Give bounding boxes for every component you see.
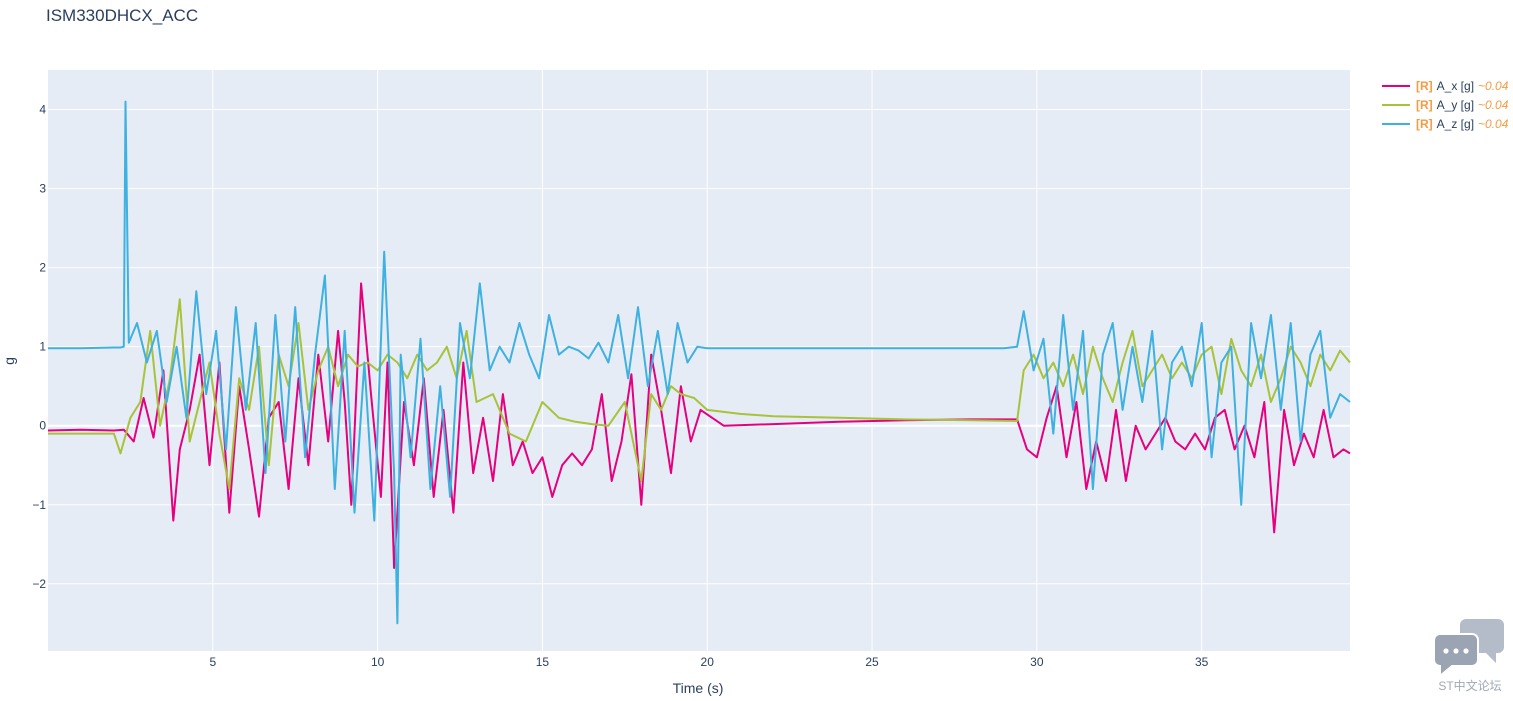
x-tick-label: 10 — [371, 655, 385, 669]
chat-bubbles-icon — [1433, 619, 1504, 679]
x-tick-label: 5 — [209, 655, 216, 669]
series-lines — [47, 100, 1351, 625]
legend[interactable]: [R] A_x [g] ~0.04 [R] A_y [g] ~0.04 [R] A_z [g]… — [1382, 79, 1509, 131]
legend-series-name: A_z [g] — [1437, 117, 1474, 131]
y-tick-label: 3 — [39, 182, 46, 196]
y-tick-label: 2 — [39, 261, 46, 275]
x-tick-label: 25 — [865, 655, 879, 669]
y-tick-label: −1 — [32, 498, 46, 512]
x-axis-title: Time (s) — [673, 680, 724, 696]
x-tick-label: 35 — [1195, 655, 1209, 669]
legend-item[interactable]: [R] A_x [g] ~0.04 — [1382, 79, 1509, 93]
x-tick-label: 30 — [1030, 655, 1044, 669]
y-axis-ticks: −2 −1 0 1 2 3 4 — [32, 103, 46, 591]
series-line-2 — [48, 100, 1351, 625]
plot-area — [48, 70, 1350, 651]
x-tick-label: 15 — [536, 655, 550, 669]
legend-series-name: A_x [g] — [1437, 79, 1474, 93]
legend-series-name: A_y [g] — [1437, 98, 1474, 112]
watermark-label: ST中文论坛 — [1438, 678, 1501, 693]
y-axis-title: g — [1, 357, 17, 365]
legend-suffix: ~0.04 — [1478, 117, 1509, 131]
watermark: ST中文论坛 — [1433, 619, 1504, 693]
legend-prefix: [R] — [1416, 79, 1433, 93]
legend-prefix: [R] — [1416, 117, 1433, 131]
legend-label: [R] A_z [g] ~0.04 — [1416, 117, 1509, 131]
x-tick-label: 20 — [701, 655, 715, 669]
legend-item[interactable]: [R] A_y [g] ~0.04 — [1382, 98, 1509, 112]
x-axis-ticks: 5 10 15 20 25 30 35 — [209, 655, 1208, 669]
legend-label: [R] A_y [g] ~0.04 — [1416, 98, 1509, 112]
legend-item[interactable]: [R] A_z [g] ~0.04 — [1382, 117, 1509, 131]
legend-suffix: ~0.04 — [1478, 79, 1509, 93]
series-line-0 — [47, 282, 1351, 569]
legend-suffix: ~0.04 — [1478, 98, 1509, 112]
y-tick-label: −2 — [32, 577, 46, 591]
chart-title: ISM330DHCX_ACC — [46, 6, 198, 25]
y-tick-label: 4 — [39, 103, 46, 117]
legend-prefix: [R] — [1416, 98, 1433, 112]
y-tick-label: 0 — [39, 419, 46, 433]
y-tick-label: 1 — [39, 340, 46, 354]
legend-label: [R] A_x [g] ~0.04 — [1416, 79, 1509, 93]
